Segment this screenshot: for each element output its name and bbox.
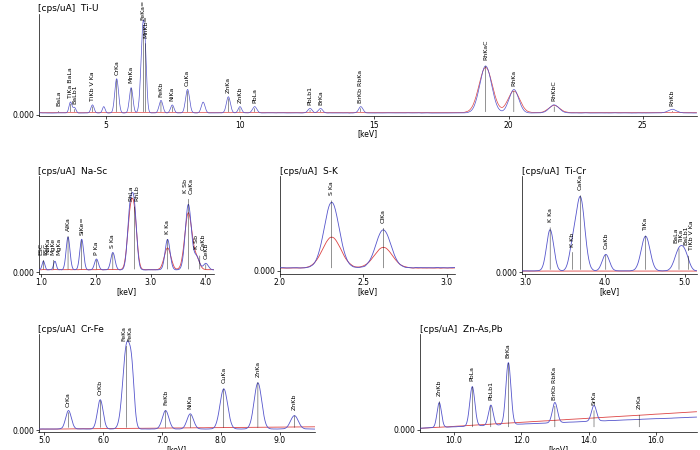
Text: FeKa
FeKa: FeKa FeKa: [121, 326, 132, 428]
Text: CrKa: CrKa: [114, 60, 119, 112]
Text: CrKa: CrKa: [66, 392, 71, 428]
Text: ClKa: ClKa: [381, 209, 386, 268]
Text: CrKb: CrKb: [98, 380, 103, 428]
Text: BrKb RbKa: BrKb RbKa: [358, 70, 363, 112]
Text: MnKa: MnKa: [129, 66, 134, 112]
Text: TiKa BaLa: TiKa BaLa: [68, 68, 73, 112]
Text: ZnKa: ZnKa: [226, 77, 231, 112]
Text: SrKa: SrKa: [592, 391, 596, 427]
Text: BrKa: BrKa: [318, 90, 323, 112]
X-axis label: [keV]: [keV]: [358, 288, 377, 297]
Text: FeKb: FeKb: [158, 81, 164, 112]
Text: MnKb=: MnKb=: [144, 15, 148, 112]
Text: RhKaC: RhKaC: [483, 40, 488, 112]
Text: ZnKa: ZnKa: [256, 360, 260, 428]
Text: ZnKb: ZnKb: [437, 380, 442, 427]
Text: ZnKb: ZnKb: [237, 86, 242, 112]
Text: K Ka: K Ka: [547, 208, 552, 270]
Text: [cps/uA]  Ti-Cr: [cps/uA] Ti-Cr: [522, 167, 585, 176]
Text: AlKa: AlKa: [66, 217, 71, 269]
Text: BaLa
TiKa: BaLa TiKa: [673, 228, 685, 270]
Text: BaLb1: BaLb1: [72, 84, 77, 112]
X-axis label: [keV]: [keV]: [358, 130, 377, 139]
Text: [cps/uA]  Cr-Fe: [cps/uA] Cr-Fe: [38, 325, 104, 334]
Text: K Ka: K Ka: [165, 220, 170, 269]
Text: K Sb
CaKb: K Sb CaKb: [195, 234, 205, 269]
Text: [cps/uA]  Zn-As,Pb: [cps/uA] Zn-As,Pb: [420, 325, 503, 334]
Text: SiKe=: SiKe=: [79, 216, 84, 269]
Text: RhLa
RhLb: RhLa RhLb: [129, 185, 139, 269]
Text: PbLa: PbLa: [470, 366, 475, 427]
Text: S Ka: S Ka: [111, 234, 116, 269]
Text: PbLa: PbLa: [252, 88, 257, 112]
Text: FeKa=: FeKa=: [141, 0, 146, 112]
Text: [cps/uA]  Ti-U: [cps/uA] Ti-U: [38, 4, 99, 13]
Text: TiKa: TiKa: [643, 217, 648, 270]
Text: [cps/uA]  Na-Sc: [cps/uA] Na-Sc: [38, 167, 108, 176]
Text: CaKb: CaKb: [603, 233, 608, 270]
Text: ESC
ESC: ESC ESC: [38, 243, 49, 269]
Text: CuKa: CuKa: [221, 367, 226, 428]
X-axis label: [keV]: [keV]: [599, 288, 619, 297]
Text: K Kb: K Kb: [570, 233, 575, 270]
Text: ZnKb: ZnKb: [292, 394, 297, 428]
X-axis label: [keV]: [keV]: [116, 288, 136, 297]
Text: PbLb1: PbLb1: [489, 382, 493, 427]
Text: RhKa: RhKa: [512, 70, 517, 112]
Text: TiKb V Ka: TiKb V Ka: [90, 72, 95, 112]
X-axis label: [keV]: [keV]: [167, 445, 187, 450]
Text: FeKb: FeKb: [163, 390, 168, 427]
Text: BaLa: BaLa: [56, 90, 61, 112]
Text: BrKb RbKa: BrKb RbKa: [552, 367, 557, 427]
Text: BrKa: BrKa: [506, 343, 511, 427]
Text: K Sb
CaKa: K Sb CaKa: [183, 177, 194, 269]
Text: [cps/uA]  S-K: [cps/uA] S-K: [280, 167, 338, 176]
Text: P Ka: P Ka: [94, 241, 99, 269]
Text: NiKa: NiKa: [188, 395, 193, 428]
Text: BaLb1
TiKb V Ka: BaLb1 TiKb V Ka: [683, 221, 694, 270]
Text: PbLb1: PbLb1: [307, 86, 312, 112]
X-axis label: [keV]: [keV]: [548, 445, 568, 450]
Text: CeKb: CeKb: [203, 243, 209, 269]
Text: RhKb: RhKb: [670, 89, 675, 112]
Text: CaKa: CaKa: [578, 174, 583, 270]
Text: RhKbC: RhKbC: [552, 80, 556, 112]
Text: CuKa: CuKa: [185, 69, 190, 112]
Text: NiKa: NiKa: [169, 87, 175, 112]
Text: ZrKa: ZrKa: [637, 395, 642, 427]
Text: S Ka: S Ka: [329, 181, 334, 268]
Text: NaKa
MgKe
MgKa: NaKa MgKe MgKa: [45, 237, 62, 269]
